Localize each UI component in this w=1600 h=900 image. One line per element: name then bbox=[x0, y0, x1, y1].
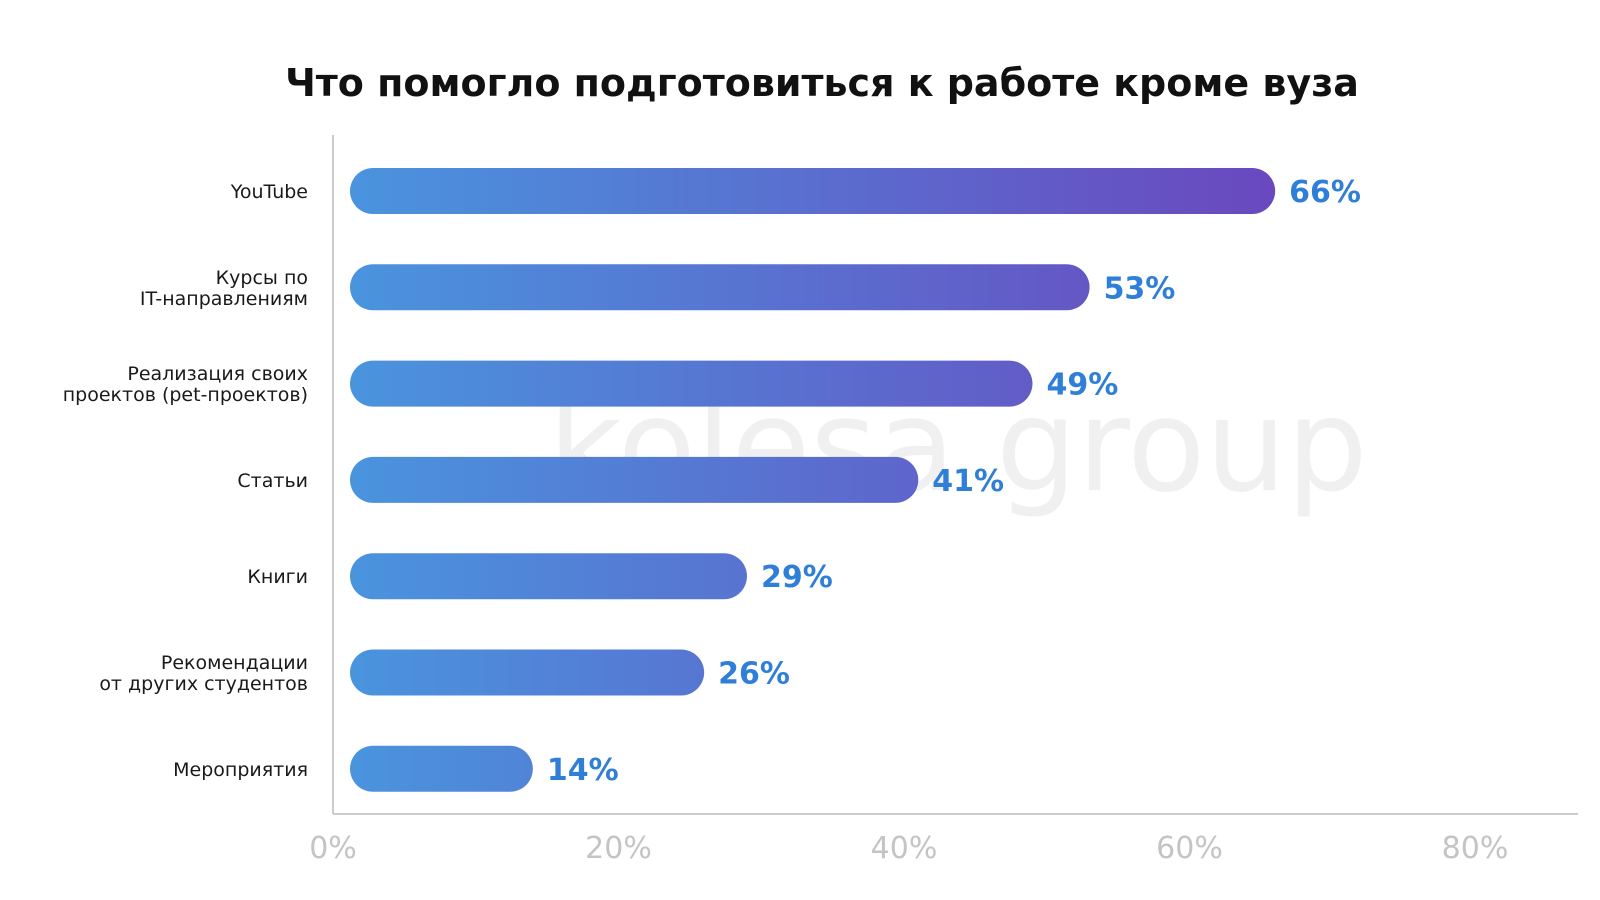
bar bbox=[350, 264, 1090, 311]
x-tick-label: 20% bbox=[585, 831, 652, 866]
value-label: 41% bbox=[932, 464, 1004, 499]
bar bbox=[350, 168, 1276, 214]
x-tick-label: 0% bbox=[309, 831, 357, 866]
category-label: от других студентов bbox=[99, 673, 308, 695]
category-label: IT-направлениям bbox=[140, 288, 308, 310]
category-label: Рекомендации bbox=[161, 652, 308, 674]
category-label: Курсы по bbox=[216, 267, 308, 289]
value-label: 49% bbox=[1046, 368, 1118, 403]
category-label: YouTube bbox=[230, 181, 308, 203]
category-label: Реализация своих bbox=[127, 363, 308, 385]
value-label: 14% bbox=[547, 753, 619, 788]
value-label: 29% bbox=[761, 560, 833, 595]
category-label: Мероприятия bbox=[173, 759, 308, 781]
bar bbox=[350, 745, 533, 792]
value-label: 53% bbox=[1104, 271, 1176, 306]
bar bbox=[350, 456, 919, 503]
bar bbox=[350, 553, 747, 600]
bar bbox=[350, 360, 1033, 407]
x-tick-label: 40% bbox=[871, 831, 938, 866]
x-tick-label: 80% bbox=[1442, 831, 1509, 866]
value-label: 26% bbox=[718, 657, 790, 692]
bar bbox=[350, 649, 705, 696]
x-tick-label: 60% bbox=[1156, 831, 1223, 866]
chart-title: Что помогло подготовиться к работе кроме… bbox=[285, 61, 1359, 105]
category-label: проектов (pet-проектов) bbox=[63, 384, 308, 406]
category-label: Книги bbox=[247, 566, 308, 588]
value-label: 66% bbox=[1289, 175, 1361, 210]
category-label: Статьи bbox=[237, 470, 308, 492]
